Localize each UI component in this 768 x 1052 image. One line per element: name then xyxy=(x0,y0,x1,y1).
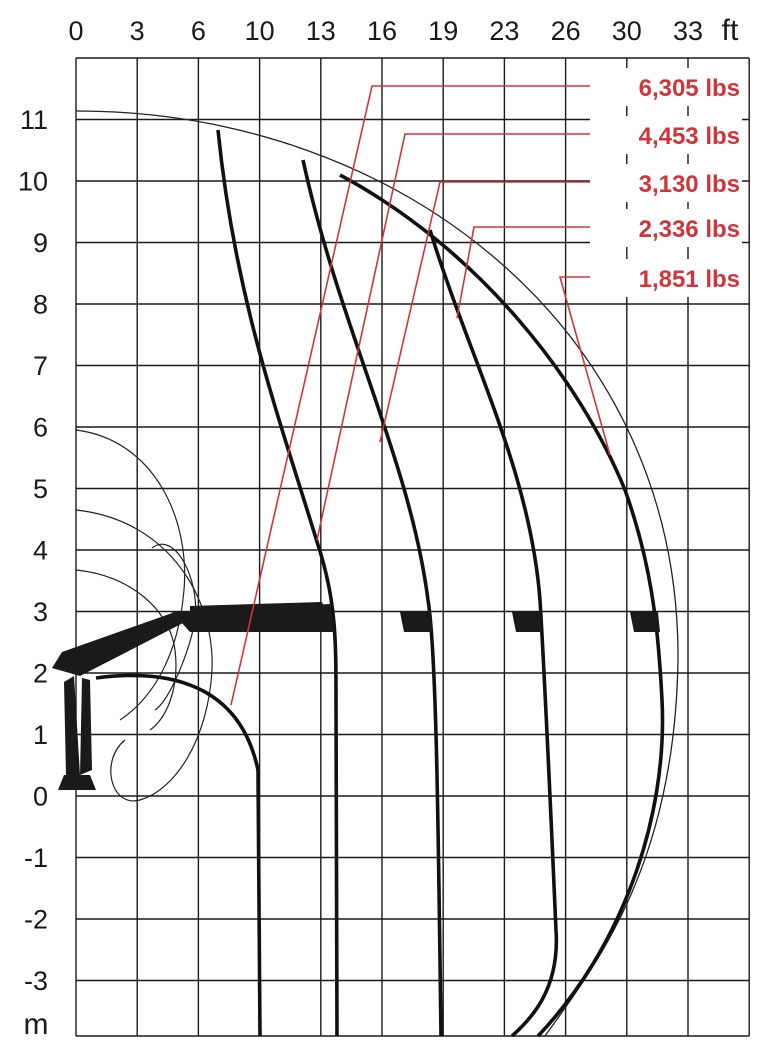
y-tick-label: 6 xyxy=(33,413,48,443)
y-tick-label: 9 xyxy=(33,228,48,258)
load-label-2336: 2,336 lbs xyxy=(639,216,740,243)
label-leaders xyxy=(230,85,611,706)
x-tick-label: 6 xyxy=(191,16,206,46)
load-label-6305: 6,305 lbs xyxy=(639,75,740,102)
leader-2336 xyxy=(456,226,598,319)
load-curve-6305 xyxy=(95,673,262,1037)
y-tick-label: 3 xyxy=(33,597,48,627)
y-tick-label: 8 xyxy=(33,290,48,320)
load-labels: 6,305 lbs 4,453 lbs 3,130 lbs 2,336 lbs … xyxy=(590,68,742,297)
y-unit-label: m xyxy=(24,1008,49,1041)
load-curve-2336 xyxy=(428,229,559,1038)
grid xyxy=(75,57,750,1037)
x-tick-label: 19 xyxy=(428,16,458,46)
outer-reach-arc xyxy=(75,110,679,1037)
leader-1851 xyxy=(558,276,611,456)
y-tick-label: 4 xyxy=(33,536,48,566)
leader-4453 xyxy=(316,133,598,541)
load-label-4453: 4,453 lbs xyxy=(639,123,740,150)
inner-reach-arc-1 xyxy=(75,429,186,721)
y-tick-label: -2 xyxy=(24,905,48,935)
y-tick-label: 0 xyxy=(33,782,48,812)
load-curve-4453 xyxy=(216,129,339,1037)
x-tick-label: 26 xyxy=(551,16,581,46)
y-tick-label: -3 xyxy=(24,966,48,996)
inner-reach-arc-2 xyxy=(75,509,213,802)
x-tick-label: 23 xyxy=(489,16,519,46)
x-axis-ticks: 0 3 6 10 13 16 19 23 26 30 33 xyxy=(68,16,703,46)
leader-6305 xyxy=(230,85,598,706)
y-tick-label: 10 xyxy=(18,167,48,197)
inner-reach-arc-3 xyxy=(75,569,177,731)
y-tick-label: 5 xyxy=(33,474,48,504)
y-tick-label: 11 xyxy=(20,105,48,135)
x-tick-label: 33 xyxy=(673,16,703,46)
y-tick-label: -1 xyxy=(24,843,48,873)
x-tick-label: 13 xyxy=(306,16,336,46)
leader-3130 xyxy=(379,181,598,443)
x-tick-label: 3 xyxy=(130,16,145,46)
y-tick-label: 1 xyxy=(33,720,48,750)
load-label-1851: 1,851 lbs xyxy=(639,266,740,293)
load-curve-3130 xyxy=(301,159,443,1037)
x-tick-label: 30 xyxy=(612,16,642,46)
y-tick-label: 2 xyxy=(33,659,48,689)
x-tick-label: 10 xyxy=(245,16,275,46)
x-tick-label: 16 xyxy=(367,16,397,46)
y-tick-label: 7 xyxy=(33,351,48,381)
x-unit-label: ft xyxy=(722,14,739,47)
crane-silhouette xyxy=(52,602,660,790)
load-label-3130: 3,130 lbs xyxy=(639,171,740,198)
x-tick-label: 0 xyxy=(68,16,83,46)
load-curve-1851 xyxy=(339,173,665,1038)
